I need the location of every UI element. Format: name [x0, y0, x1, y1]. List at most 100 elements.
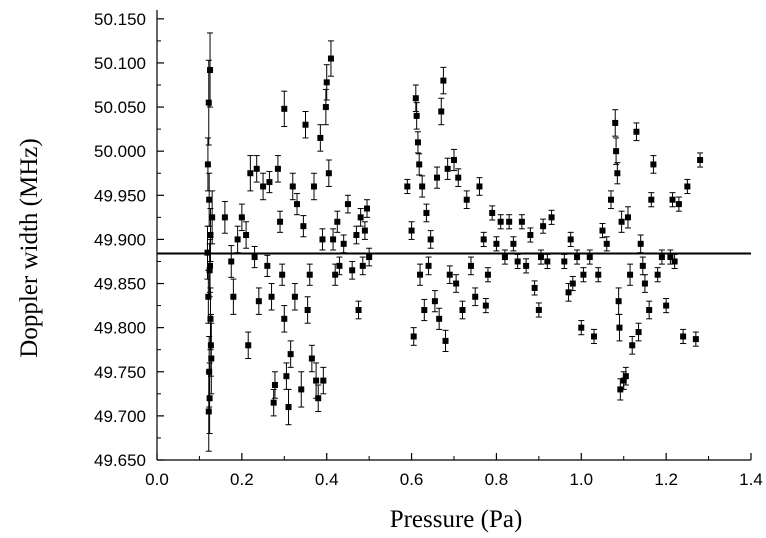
data-point [612, 119, 619, 126]
data-point [287, 351, 294, 358]
data-point [285, 404, 292, 411]
data-point [410, 333, 417, 340]
data-point [434, 174, 441, 181]
data-point [574, 254, 581, 261]
data-point [427, 236, 434, 243]
data-point [361, 227, 368, 234]
data-point [300, 223, 307, 230]
y-tick-label: 49.650 [94, 451, 146, 470]
data-point [281, 105, 288, 112]
data-point [565, 289, 572, 296]
data-point [616, 324, 623, 331]
data-point [320, 377, 327, 384]
data-point [353, 232, 360, 238]
data-point [633, 128, 640, 135]
data-point [313, 377, 320, 384]
data-point [334, 218, 341, 225]
data-point [207, 315, 214, 322]
x-tick-label: 1.2 [654, 470, 678, 489]
data-point [408, 227, 415, 234]
x-tick-label: 1.4 [739, 470, 763, 489]
data-point [641, 280, 648, 287]
data-point [467, 262, 474, 269]
data-point [444, 165, 451, 172]
data-point [484, 271, 491, 278]
data-point [607, 196, 614, 203]
data-point [270, 399, 277, 406]
data-point [506, 218, 513, 225]
data-point [493, 240, 500, 247]
data-point [413, 112, 420, 119]
data-point [446, 271, 453, 278]
data-point [442, 337, 449, 344]
data-point [510, 240, 517, 247]
data-point [480, 236, 487, 243]
data-point [595, 271, 602, 278]
data-point [637, 240, 644, 247]
data-point [627, 271, 634, 278]
data-point [205, 293, 212, 300]
data-point [455, 174, 462, 181]
plot-area [157, 32, 751, 452]
data-point [569, 280, 576, 287]
data-point [669, 196, 676, 203]
data-point [476, 183, 483, 190]
data-point [459, 307, 466, 313]
data-point [419, 183, 426, 190]
x-tick-label: 0.8 [485, 470, 509, 489]
data-point [527, 232, 534, 238]
data-point [425, 262, 432, 269]
data-point [332, 271, 339, 278]
data-point [204, 161, 211, 168]
y-tick-label: 49.950 [94, 186, 146, 205]
data-point [327, 55, 334, 62]
data-point [482, 302, 489, 309]
data-point [697, 157, 704, 163]
data-point [663, 302, 670, 309]
data-point [518, 218, 525, 225]
data-point [667, 254, 674, 261]
data-point [208, 355, 215, 362]
data-point [206, 368, 213, 375]
data-point [357, 214, 364, 221]
y-tick-label: 50.050 [94, 98, 146, 117]
data-point [618, 218, 625, 225]
data-point [206, 196, 213, 203]
data-point [548, 214, 555, 221]
data-point [578, 324, 585, 331]
x-axis-ticks: 0.0 0.2 0.4 0.6 0.8 1.0 1.2 1.4 [145, 453, 763, 489]
data-point [580, 271, 587, 278]
data-point [624, 214, 631, 221]
y-axis-title: Doppler width (MHz) [16, 138, 43, 357]
x-tick-label: 1.0 [569, 470, 593, 489]
y-tick-label: 50.150 [94, 10, 146, 29]
y-tick-label: 49.850 [94, 275, 146, 294]
y-tick-label: 49.800 [94, 319, 146, 338]
y-tick-label: 50.000 [94, 142, 146, 161]
y-tick-label: 49.750 [94, 363, 146, 382]
data-point [302, 121, 309, 128]
data-point [489, 209, 496, 216]
data-point [207, 262, 214, 269]
data-point [266, 179, 273, 186]
data-point [440, 77, 447, 84]
data-point [603, 240, 610, 247]
data-point [274, 165, 281, 172]
data-point [205, 408, 212, 415]
data-point [472, 293, 479, 300]
data-point [684, 183, 691, 190]
y-axis-ticks: 49.650 49.700 49.750 49.800 49.850 49.900 49.9… [94, 10, 164, 470]
data-point [366, 254, 373, 261]
data-point [308, 355, 315, 362]
data-point [417, 271, 424, 278]
data-point [294, 201, 301, 208]
data-point [423, 209, 430, 216]
data-point [271, 382, 278, 388]
data-points [204, 32, 704, 452]
data-point [615, 298, 622, 305]
data-point [648, 196, 655, 203]
data-point [620, 377, 627, 384]
data-point [639, 262, 646, 269]
data-point [315, 395, 322, 402]
